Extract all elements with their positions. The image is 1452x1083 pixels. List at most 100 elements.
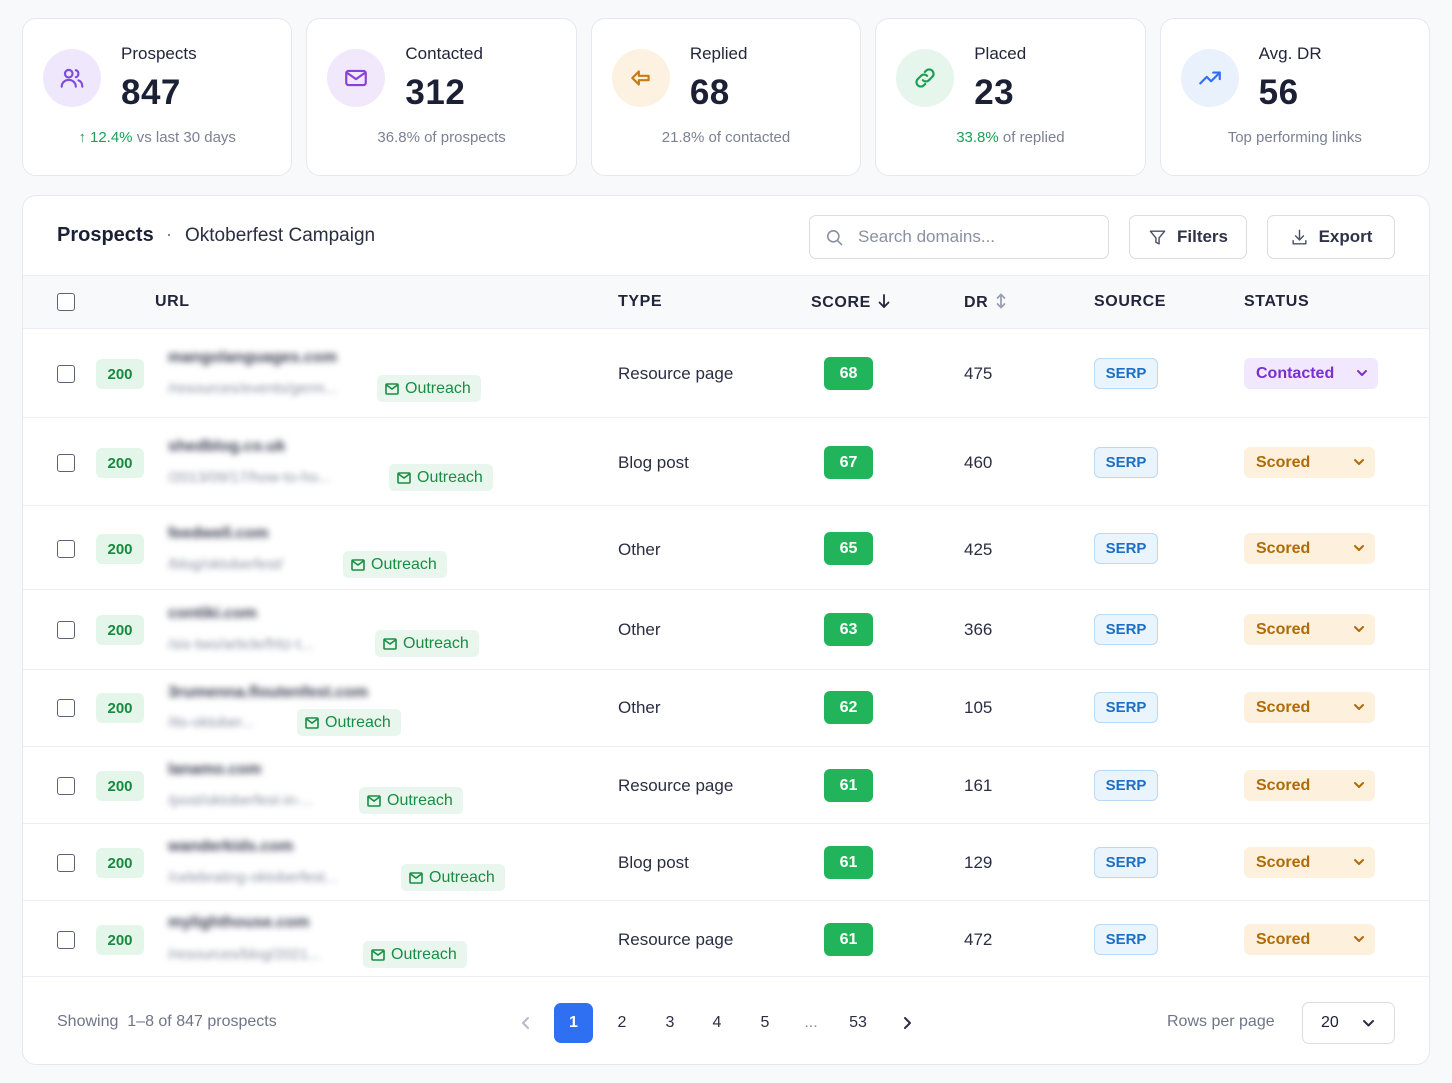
outreach-tag[interactable]: Outreach [359, 787, 463, 814]
status-dropdown[interactable]: Scored [1244, 692, 1375, 723]
row-checkbox[interactable] [57, 854, 75, 872]
table-row[interactable]: 200 feedwell.com /blog/oktoberfest/ Outr… [23, 506, 1429, 590]
source-badge: SERP [1094, 358, 1158, 389]
chevron-down-icon [1354, 459, 1364, 465]
row-checkbox[interactable] [57, 699, 75, 717]
table-row[interactable]: 200 mylighthouse.com /resources/blog/202… [23, 901, 1429, 977]
stat-note: 36.8% of prospects [377, 129, 506, 146]
prospect-domain[interactable]: contiki.com [168, 605, 257, 622]
status-dropdown[interactable]: Scored [1244, 447, 1375, 478]
table-header: URL TYPE SCORE DR SOURCE STATUS [23, 276, 1429, 329]
chevron-down-icon [1357, 370, 1367, 376]
prospect-domain[interactable]: mylighthouse.com [168, 914, 310, 931]
stat-card-replied: Replied 68 21.8% of contacted [590, 18, 862, 176]
prospect-path[interactable]: /2013/09/17/how-to-ho... [168, 469, 331, 486]
stat-value: 23 [974, 73, 1015, 112]
stat-label: Contacted [405, 44, 483, 63]
status-code-badge: 200 [96, 693, 144, 723]
prev-page-button[interactable] [513, 1003, 539, 1043]
chevron-right-icon [904, 1017, 911, 1029]
select-all-checkbox[interactable] [57, 293, 75, 311]
arrow-up-icon: ↑ [78, 129, 86, 146]
export-button[interactable]: Export [1267, 215, 1395, 259]
outreach-tag[interactable]: Outreach [389, 464, 493, 491]
prospect-domain[interactable]: shedblog.co.uk [168, 438, 286, 455]
table-row[interactable]: 200 3rumenna.floutenfest.com /its-oktobe… [23, 670, 1429, 747]
column-dr[interactable]: DR [964, 293, 1008, 312]
table-row[interactable]: 200 contiki.com /six-two/article/fritz-t… [23, 590, 1429, 670]
page-button-5[interactable]: 5 [760, 1014, 770, 1031]
source-badge: SERP [1094, 770, 1158, 801]
outreach-tag[interactable]: Outreach [343, 551, 447, 578]
page-button-53[interactable]: 53 [849, 1014, 867, 1031]
outreach-tag[interactable]: Outreach [375, 630, 479, 657]
prospect-path[interactable]: /post/oktoberfest-in-... [168, 792, 314, 809]
chevron-down-icon [1354, 545, 1364, 551]
title-separator: · [166, 224, 172, 244]
table-row[interactable]: 200 shedblog.co.uk /2013/09/17/how-to-ho… [23, 418, 1429, 506]
prospect-domain[interactable]: feedwell.com [168, 525, 269, 542]
page-button-4[interactable]: 4 [712, 1014, 722, 1031]
status-dropdown[interactable]: Scored [1244, 614, 1375, 645]
score-badge: 67 [824, 446, 873, 479]
table-row[interactable]: 200 lanamo.com /post/oktoberfest-in-... … [23, 747, 1429, 824]
prospect-domain[interactable]: wanderkids.com [168, 838, 294, 855]
row-checkbox[interactable] [57, 931, 75, 949]
row-checkbox[interactable] [57, 621, 75, 639]
column-type[interactable]: TYPE [618, 293, 663, 310]
score-badge: 68 [824, 357, 873, 390]
table-footer: Showing 1–8 of 847 prospects 1 2 3 4 5 .… [23, 977, 1429, 1064]
outreach-tag[interactable]: Outreach [297, 709, 401, 736]
rows-per-page-select[interactable]: 20 [1302, 1002, 1395, 1044]
filters-button[interactable]: Filters [1129, 215, 1247, 259]
page-button-2[interactable]: 2 [617, 1014, 627, 1031]
prospect-type: Other [618, 540, 661, 559]
status-dropdown[interactable]: Scored [1244, 847, 1375, 878]
trending-up-icon [1180, 49, 1239, 107]
row-checkbox[interactable] [57, 540, 75, 558]
score-badge: 61 [824, 846, 873, 879]
stat-value: 312 [405, 73, 466, 112]
outreach-tag[interactable]: Outreach [363, 941, 467, 968]
campaign-name: Oktoberfest Campaign [185, 225, 376, 246]
prospect-path[interactable]: /its-oktober... [168, 714, 254, 731]
prospect-path[interactable]: /celebrating-oktoberfest... [168, 869, 338, 886]
table-row[interactable]: 200 wanderkids.com /celebrating-oktoberf… [23, 824, 1429, 901]
column-url[interactable]: URL [155, 293, 190, 310]
prospect-path[interactable]: /blog/oktoberfest/ [168, 556, 284, 573]
search-input[interactable] [858, 224, 1098, 250]
row-checkbox[interactable] [57, 777, 75, 795]
chevron-down-icon [1354, 626, 1364, 632]
prospect-path[interactable]: /resources/events/germ... [168, 380, 338, 397]
chevron-down-icon [1354, 782, 1364, 788]
prospect-path[interactable]: /resources/blog/2021... [168, 946, 321, 963]
status-dropdown[interactable]: Scored [1244, 770, 1375, 801]
column-status[interactable]: STATUS [1244, 293, 1310, 310]
prospect-path[interactable]: /six-two/article/fritz-t... [168, 636, 314, 653]
prospect-domain[interactable]: 3rumenna.floutenfest.com [168, 684, 369, 701]
score-badge: 63 [824, 613, 873, 646]
outreach-tag[interactable]: Outreach [377, 375, 481, 402]
status-code-badge: 200 [96, 359, 144, 389]
mail-icon [371, 948, 385, 961]
search-box[interactable] [809, 215, 1109, 259]
prospect-domain[interactable]: lanamo.com [168, 761, 262, 778]
prospect-domain[interactable]: mangolanguages.com [168, 349, 337, 366]
page-button-3[interactable]: 3 [665, 1014, 675, 1031]
score-badge: 62 [824, 691, 873, 724]
status-code-badge: 200 [96, 448, 144, 478]
next-page-button[interactable] [894, 1003, 920, 1043]
page-button-1[interactable]: 1 [554, 1003, 593, 1043]
status-dropdown[interactable]: Contacted [1244, 358, 1378, 389]
column-source[interactable]: SOURCE [1094, 293, 1167, 310]
outreach-tag[interactable]: Outreach [401, 864, 505, 891]
row-checkbox[interactable] [57, 365, 75, 383]
table-row[interactable]: 200 mangolanguages.com /resources/events… [23, 329, 1429, 418]
source-badge: SERP [1094, 847, 1158, 878]
status-dropdown[interactable]: Scored [1244, 533, 1375, 564]
mail-icon [327, 49, 386, 107]
status-dropdown[interactable]: Scored [1244, 924, 1375, 955]
row-checkbox[interactable] [57, 454, 75, 472]
prospect-type: Blog post [618, 853, 689, 872]
column-score[interactable]: SCORE [811, 293, 891, 312]
